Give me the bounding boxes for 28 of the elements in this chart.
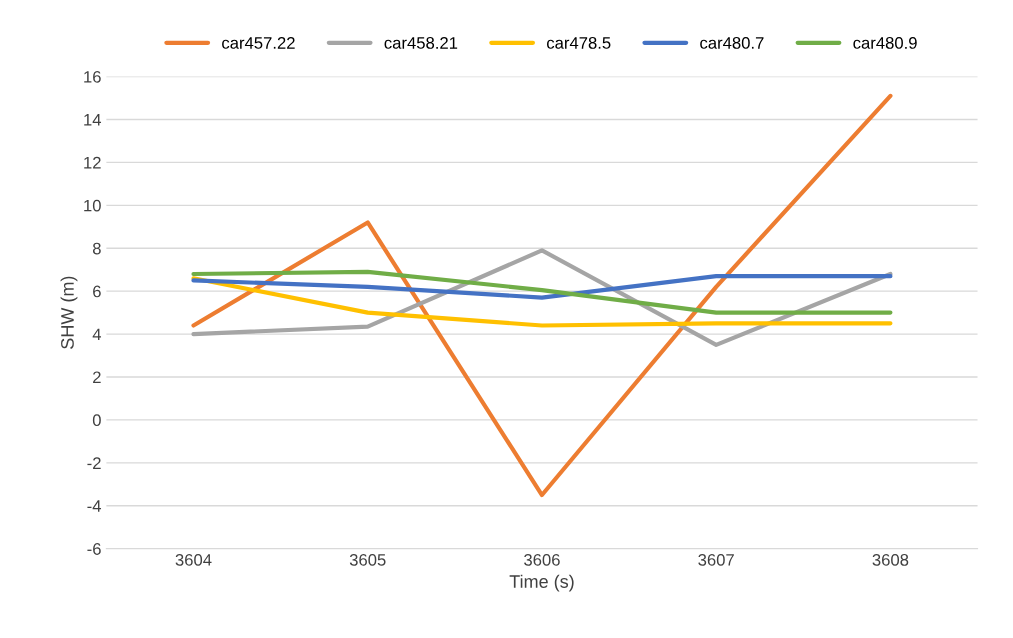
y-tick-label: -4	[87, 500, 102, 512]
line-series	[191, 269, 893, 315]
x-tick-label: 3607	[698, 553, 734, 566]
y-tick-label: 8	[92, 242, 101, 255]
y-tick-label: 6	[93, 285, 101, 298]
y-tick-label: -6	[87, 543, 101, 555]
legend-label: car457.22	[222, 37, 295, 49]
x-tick-label: 3606	[524, 553, 560, 566]
x-axis-title: Time (s)	[509, 574, 574, 592]
x-tick-label: 3608	[872, 553, 909, 566]
y-tick-label: 12	[84, 156, 101, 169]
y-axis-title: SHW (m)	[60, 276, 78, 349]
legend-label: car480.7	[700, 37, 764, 49]
x-tick-label: 3605	[349, 553, 386, 566]
y-tick-label: 16	[84, 70, 101, 83]
y-tick-label: 2	[93, 371, 101, 384]
legend-label: car480.9	[853, 37, 917, 49]
y-tick-label: -2	[87, 457, 101, 469]
legend-label: car458.21	[384, 37, 458, 49]
y-tick-label: 4	[92, 328, 102, 341]
y-tick-label: 10	[84, 199, 101, 212]
x-tick-label: 3604	[175, 553, 212, 566]
line-series	[191, 274, 893, 300]
legend-label: car478.5	[547, 37, 611, 49]
y-tick-label: 14	[84, 114, 102, 126]
y-tick-label: 0	[92, 414, 101, 427]
line-series	[191, 93, 893, 498]
line-series	[191, 276, 893, 328]
